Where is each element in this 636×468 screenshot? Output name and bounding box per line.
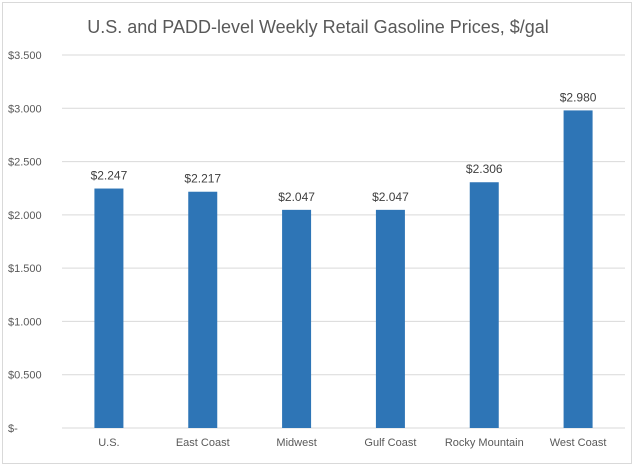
y-tick-label: $3.000	[8, 103, 42, 115]
bar	[563, 110, 593, 428]
x-tick-label: U.S.	[98, 437, 119, 449]
bar	[469, 182, 499, 428]
y-tick-label: $0.500	[8, 370, 42, 382]
x-tick-label: West Coast	[550, 437, 607, 449]
data-label: $2.047	[278, 190, 315, 204]
data-label: $2.047	[372, 190, 409, 204]
data-label: $2.306	[466, 162, 503, 176]
x-tick-label: Gulf Coast	[364, 437, 416, 449]
chart-title: U.S. and PADD-level Weekly Retail Gasoli…	[87, 17, 549, 37]
data-label: $2.247	[91, 169, 128, 183]
y-tick-label: $1.500	[8, 263, 42, 275]
x-tick-label: East Coast	[176, 437, 230, 449]
bar	[94, 188, 124, 428]
x-tick-label: Rocky Mountain	[445, 437, 524, 449]
bar	[282, 209, 312, 428]
data-label: $2.217	[184, 172, 221, 186]
x-tick-label: Midwest	[276, 437, 316, 449]
y-tick-label: $2.500	[8, 157, 42, 169]
y-tick-label: $3.500	[8, 50, 42, 62]
data-label: $2.980	[560, 90, 597, 104]
y-tick-label: $2.000	[8, 210, 42, 222]
bar	[375, 209, 405, 428]
y-tick-label: $1.000	[8, 316, 42, 328]
y-tick-label: $-	[8, 423, 18, 435]
bar	[188, 191, 218, 428]
